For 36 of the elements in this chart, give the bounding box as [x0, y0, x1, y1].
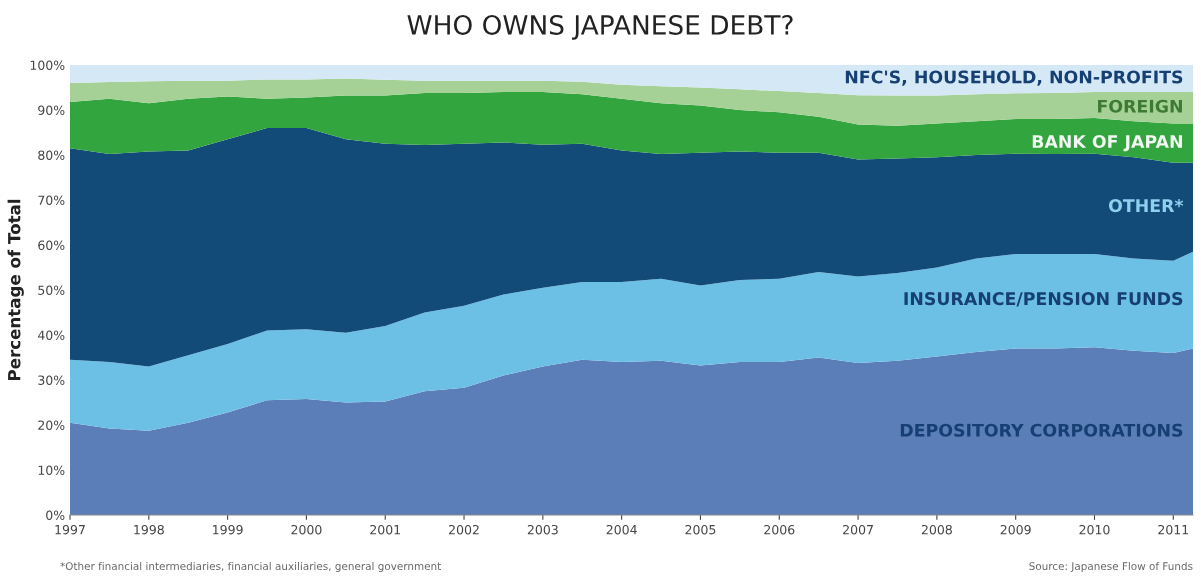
y-tick-label: 20%: [38, 420, 65, 430]
series-label: FOREIGN: [1098, 99, 1182, 113]
x-tick-label: 1997: [55, 524, 85, 535]
x-tick-label: 2011: [1158, 524, 1189, 535]
x-tick-label: 2009: [1000, 524, 1031, 535]
series-label: NFC'S, HOUSEHOLD, NON-PROFITS: [845, 70, 1183, 86]
x-tick-label: 2003: [527, 524, 558, 535]
source-note: Source: Japanese Flow of Funds: [1029, 561, 1193, 573]
y-tick-label: 80%: [38, 150, 65, 160]
series-label: INSURANCE/PENSION FUNDS: [904, 292, 1183, 307]
y-tick-label: 70%: [38, 195, 65, 205]
series-label: OTHER*: [1108, 199, 1184, 213]
y-tick-label: 50%: [38, 285, 65, 295]
x-tick-label: 2006: [764, 524, 795, 535]
y-tick-label: 30%: [38, 375, 65, 385]
x-tick-label: 2007: [843, 524, 873, 535]
x-tick-label: 2008: [921, 524, 952, 535]
x-tick-label: 1998: [134, 524, 164, 535]
x-tick-label: 2010: [1079, 524, 1110, 535]
series-label: BANK OF JAPAN: [1032, 134, 1182, 152]
x-tick-label: 2000: [291, 524, 322, 535]
series-label: DEPOSITORY CORPORATIONS: [900, 423, 1183, 437]
text: *Other financial intermediaries, financial auxiliaries, general government: [60, 561, 441, 573]
x-tick-label: 1999: [213, 524, 243, 535]
y-tick-label: 60%: [38, 240, 65, 250]
x-tick-label: 2002: [449, 524, 479, 535]
x-tick-label: 2005: [685, 524, 716, 535]
y-tick-label: 90%: [38, 105, 65, 115]
y-tick-label: 0%: [46, 510, 65, 520]
x-tick-label: 2004: [606, 524, 637, 535]
y-tick-label: 100%: [30, 60, 65, 70]
y-axis-title: Percentage of Total: [7, 199, 24, 381]
chart-title: WHO OWNS JAPANESE DEBT?: [407, 14, 793, 40]
x-tick-label: 2001: [370, 524, 400, 535]
y-tick-label: 40%: [37, 330, 65, 340]
y-tick-label: 10%: [38, 465, 65, 475]
